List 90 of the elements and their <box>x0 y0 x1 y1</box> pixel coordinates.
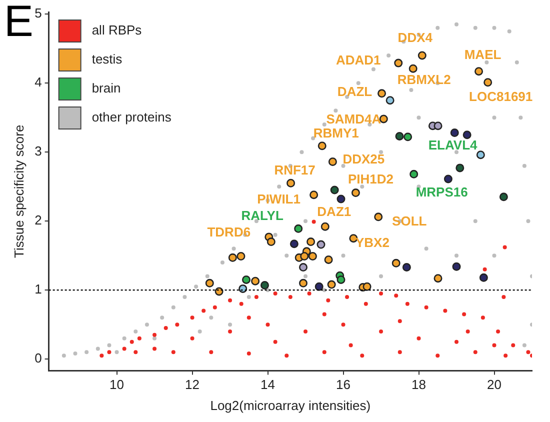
annotation: RBMY1 <box>313 125 359 140</box>
point <box>300 252 309 261</box>
legend-label: brain <box>92 80 121 96</box>
point <box>324 255 333 264</box>
y-tick-label: 1 <box>34 282 42 297</box>
point <box>330 186 339 194</box>
point <box>316 240 326 249</box>
point <box>251 276 260 286</box>
annotation: PIH1D2 <box>348 171 394 186</box>
x-tick-label: 16 <box>336 377 350 392</box>
point <box>260 280 269 290</box>
point <box>328 157 337 166</box>
annotation: LOC81691 <box>469 88 533 104</box>
annotation: DAZL <box>337 84 372 99</box>
y-axis-title: Tissue specificity score <box>11 124 26 258</box>
point <box>386 96 394 105</box>
point <box>462 130 472 140</box>
x-tick-label: 14 <box>260 377 275 392</box>
point <box>205 278 214 288</box>
point <box>290 240 298 248</box>
point <box>395 132 404 140</box>
y-tick-label: 0 <box>34 350 42 366</box>
point <box>444 174 452 184</box>
annotation: MAEL <box>464 46 502 62</box>
annotation: TDRD6 <box>207 224 251 240</box>
point <box>456 164 464 172</box>
point <box>351 188 360 198</box>
chart-title: E <box>4 0 34 46</box>
annotation: DDX4 <box>398 30 434 46</box>
point <box>474 67 484 76</box>
point <box>286 178 296 188</box>
annotation: DDX25 <box>342 151 385 166</box>
point <box>310 190 318 200</box>
point <box>408 64 418 73</box>
x-axis-title: Log2(microarray intensities) <box>210 398 371 413</box>
annotation: RBMXL2 <box>397 72 451 88</box>
point <box>362 282 372 291</box>
annotation: ADAD1 <box>336 52 381 68</box>
y-tick-label: 3 <box>34 144 42 159</box>
annotation: ELAVL4 <box>428 137 478 152</box>
legend-label: testis <box>92 52 123 67</box>
legend-label: other proteins <box>92 110 172 125</box>
point <box>299 263 308 272</box>
annotation: SAMD4A <box>326 112 382 127</box>
y-tick-label: 4 <box>34 74 42 90</box>
point <box>336 194 346 204</box>
point <box>238 284 248 293</box>
annotation: RNF17 <box>274 162 316 178</box>
point <box>434 274 442 283</box>
point <box>404 132 412 142</box>
point <box>242 275 250 284</box>
annotation: YBX2 <box>355 234 390 250</box>
point <box>308 252 317 261</box>
y-tick-label: 5 <box>34 6 42 21</box>
point <box>434 122 442 130</box>
x-tick-label: 18 <box>412 377 426 392</box>
point <box>306 238 316 246</box>
point <box>452 262 461 271</box>
point <box>476 150 485 160</box>
annotation: RALYL <box>241 208 284 224</box>
point <box>402 263 411 272</box>
point <box>450 128 459 137</box>
point <box>392 258 400 268</box>
point <box>314 282 324 291</box>
point <box>479 273 488 282</box>
point <box>394 58 403 68</box>
x-tick-label: 10 <box>110 377 124 392</box>
point <box>266 238 276 246</box>
annotation: MRPS16 <box>416 184 468 200</box>
point <box>299 278 308 288</box>
point <box>320 222 330 231</box>
point <box>327 280 336 289</box>
annotation: SOLL <box>392 214 427 229</box>
annotation: PIWIL1 <box>257 191 300 206</box>
point <box>336 275 346 284</box>
point <box>374 212 383 222</box>
point <box>484 78 492 87</box>
x-tick-label: 12 <box>185 377 200 392</box>
x-tick-label: 20 <box>487 377 502 392</box>
point <box>378 89 386 98</box>
point <box>318 142 326 150</box>
y-tick-label: 2 <box>34 212 42 228</box>
point <box>236 252 246 261</box>
annotation: DAZ1 <box>317 204 352 220</box>
point <box>499 192 508 202</box>
point <box>228 253 237 262</box>
point <box>294 224 303 233</box>
point <box>418 51 426 60</box>
point <box>410 170 418 178</box>
legend-label: all RBPs <box>92 22 142 38</box>
